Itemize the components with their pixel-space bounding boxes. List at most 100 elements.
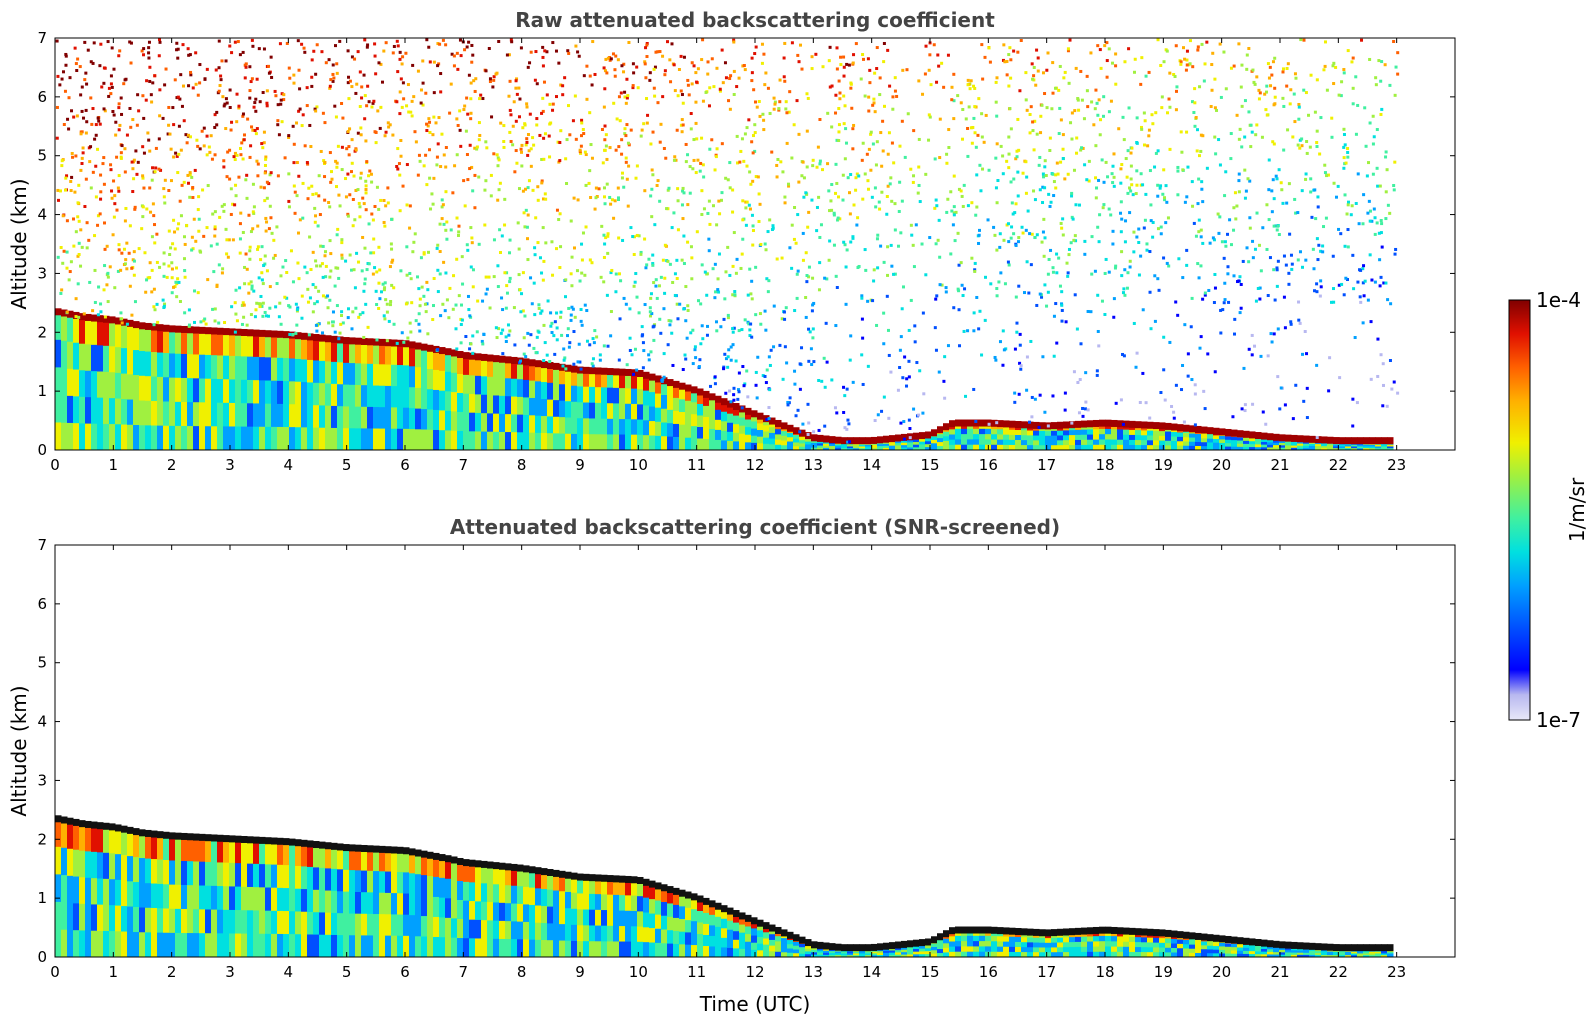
bl-cell (937, 446, 944, 451)
noise-pixel (70, 109, 74, 113)
noise-pixel (686, 83, 690, 87)
noise-pixel (1233, 191, 1237, 195)
noise-pixel (269, 55, 273, 59)
noise-pixel (751, 229, 755, 233)
noise-pixel (189, 135, 193, 139)
bl-cell (181, 353, 188, 379)
noise-pixel (241, 50, 245, 54)
noise-pixel (1005, 159, 1009, 163)
noise-pixel (1043, 410, 1047, 414)
noise-pixel (428, 60, 432, 64)
noise-pixel (755, 396, 759, 400)
bl-cell (139, 375, 146, 402)
noise-pixel (312, 49, 316, 53)
noise-pixel (1124, 219, 1128, 223)
noise-pixel (805, 274, 809, 278)
bl-cell (1333, 446, 1340, 449)
noise-pixel (78, 65, 82, 69)
bl-cell (1093, 439, 1100, 446)
noise-pixel (261, 282, 265, 286)
noise-pixel (1126, 271, 1130, 275)
noise-pixel (1131, 193, 1135, 197)
noise-pixel (1094, 88, 1098, 92)
noise-pixel (713, 296, 717, 300)
noise-pixel (1017, 284, 1021, 288)
bl-cell (769, 438, 776, 445)
bl-cell (1369, 448, 1376, 451)
noise-pixel (1340, 80, 1344, 84)
bl-cell (1159, 445, 1166, 451)
noise-pixel (182, 119, 186, 123)
noise-pixel (473, 206, 477, 210)
noise-pixel (531, 136, 535, 140)
noise-pixel (267, 227, 271, 231)
noise-pixel (93, 234, 97, 238)
noise-pixel (535, 335, 539, 339)
noise-pixel (1135, 183, 1139, 187)
noise-pixel (801, 231, 805, 235)
noise-pixel (1074, 66, 1078, 70)
noise-pixel (56, 188, 60, 192)
noise-pixel (603, 87, 607, 91)
noise-pixel (854, 188, 858, 192)
bl-cell (373, 364, 380, 387)
noise-pixel (1009, 58, 1013, 62)
bl-cell (919, 438, 926, 443)
bl-cell (529, 432, 536, 451)
noise-pixel (683, 353, 687, 357)
noise-pixel (218, 84, 222, 88)
noise-pixel (331, 63, 335, 67)
bl-cell (481, 394, 488, 414)
noise-pixel (461, 282, 465, 286)
bl-cell (619, 434, 626, 451)
noise-pixel (812, 360, 816, 364)
bl-cell (1255, 444, 1262, 448)
bl-cell (499, 377, 506, 397)
noise-pixel (128, 40, 132, 44)
noise-pixel (520, 143, 524, 147)
bl-cell (859, 448, 866, 451)
noise-pixel (530, 302, 534, 306)
noise-pixel (933, 157, 937, 161)
bl-cell (1279, 447, 1286, 451)
noise-pixel (1041, 71, 1045, 75)
noise-pixel (466, 294, 470, 298)
noise-pixel (1123, 60, 1127, 64)
noise-pixel (401, 81, 405, 85)
noise-pixel (177, 152, 181, 156)
noise-pixel (1049, 200, 1053, 204)
noise-pixel (314, 192, 318, 196)
noise-pixel (213, 153, 217, 157)
bl-cell (481, 413, 488, 433)
bl-cell (1057, 430, 1064, 436)
noise-pixel (274, 94, 278, 98)
noise-pixel (1051, 172, 1055, 176)
noise-pixel (102, 107, 106, 111)
bl-top-band (925, 431, 932, 439)
noise-pixel (860, 294, 864, 298)
noise-pixel (438, 272, 442, 276)
noise-pixel (347, 97, 351, 101)
noise-pixel (837, 123, 841, 127)
noise-pixel (1198, 346, 1202, 350)
noise-pixel (783, 195, 787, 199)
noise-pixel (795, 296, 799, 300)
noise-pixel (68, 270, 72, 274)
noise-pixel (1018, 89, 1022, 93)
bl-cell (127, 349, 134, 375)
noise-pixel (995, 421, 999, 425)
noise-pixel (1046, 272, 1050, 276)
noise-pixel (897, 209, 901, 213)
noise-pixel (878, 93, 882, 97)
noise-pixel (1007, 135, 1011, 139)
noise-pixel (622, 70, 626, 74)
noise-pixel (952, 72, 956, 76)
noise-pixel (995, 114, 999, 118)
noise-pixel (555, 311, 559, 315)
noise-pixel (1096, 329, 1100, 333)
noise-pixel (1297, 105, 1301, 109)
noise-pixel (1284, 263, 1288, 267)
noise-pixel (708, 147, 712, 151)
noise-pixel (1173, 74, 1177, 78)
noise-pixel (906, 112, 910, 116)
